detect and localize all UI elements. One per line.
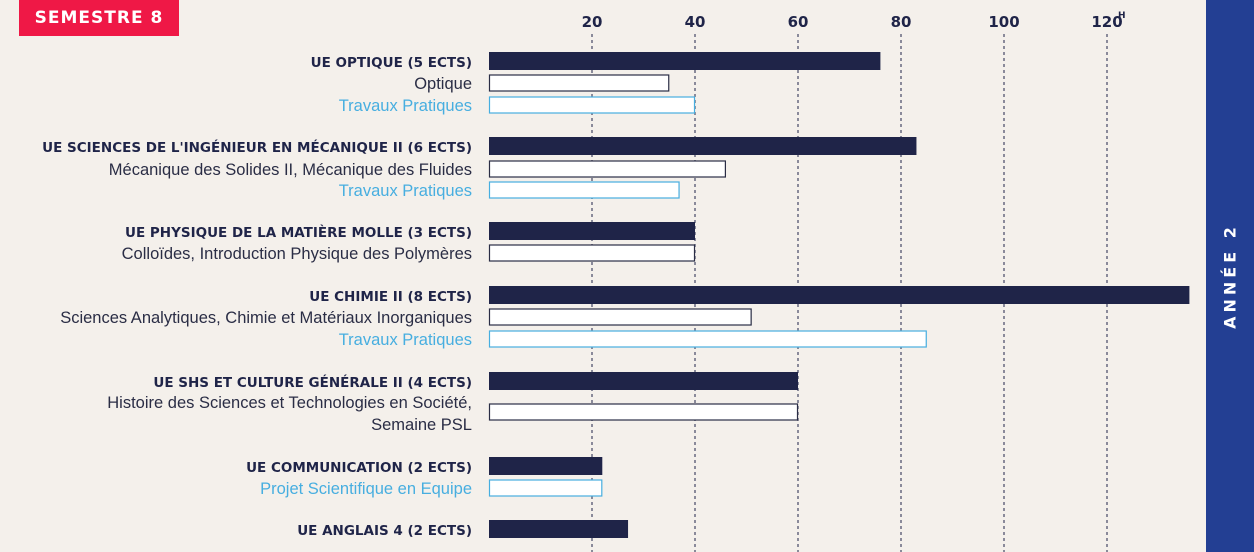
chart-row-course: Sciences Analytiques, Chimie et Matériau… — [60, 308, 752, 327]
chart-row-ue: UE SHS ET CULTURE GÉNÉRALE II (4 ECTS) — [153, 372, 798, 391]
year-label: ANNÉE 2 — [1220, 223, 1240, 329]
bar-course — [488, 74, 670, 92]
chart-row-course: Optique — [414, 74, 670, 93]
bar-tp — [488, 330, 927, 348]
chart-row-course: Mécanique des Solides II, Mécanique des … — [109, 160, 726, 179]
chart-row-ue: UE OPTIQUE (5 ECTS) — [311, 52, 881, 71]
bar-ue — [489, 372, 798, 390]
row-label: Travaux Pratiques — [339, 331, 472, 349]
row-label: Travaux Pratiques — [339, 182, 472, 200]
chart-row-tp: Travaux Pratiques — [339, 181, 680, 200]
bar-course — [488, 403, 799, 421]
row-label: Travaux Pratiques — [339, 97, 472, 115]
chart-row-tp: Projet Scientifique en Equipe — [260, 479, 603, 498]
chart-row-ue: UE ANGLAIS 4 (2 ECTS) — [297, 520, 629, 539]
chart-row-ue: UE SCIENCES DE L'INGÉNIEUR EN MÉCANIQUE … — [42, 137, 917, 156]
row-label: UE CHIMIE II (8 ECTS) — [309, 289, 472, 305]
row-label: Semaine PSL — [371, 416, 472, 434]
bar-course — [488, 160, 726, 178]
row-label: UE SHS ET CULTURE GÉNÉRALE II (4 ECTS) — [153, 374, 472, 391]
x-tick-label: 20 — [582, 13, 603, 31]
x-tick-label: 80 — [891, 13, 912, 31]
year-side-band — [1206, 0, 1254, 552]
chart-row-ue: UE PHYSIQUE DE LA MATIÈRE MOLLE (3 ECTS) — [125, 222, 695, 241]
row-label: Optique — [414, 75, 472, 93]
bar-ue — [489, 520, 629, 538]
chart-row-ue: UE CHIMIE II (8 ECTS) — [309, 286, 1190, 305]
chart-row-course: Colloïdes, Introduction Physique des Pol… — [122, 244, 696, 263]
x-tick-label: 60 — [788, 13, 809, 31]
bar-course — [488, 244, 696, 262]
x-tick-label: 40 — [685, 13, 706, 31]
row-label: UE SCIENCES DE L'INGÉNIEUR EN MÉCANIQUE … — [42, 139, 472, 156]
x-tick-label: 120 — [1091, 13, 1122, 31]
row-label: Sciences Analytiques, Chimie et Matériau… — [60, 309, 472, 327]
bar-ue — [489, 137, 917, 155]
semester-label: SEMESTRE 8 — [34, 8, 164, 28]
row-label: UE ANGLAIS 4 (2 ECTS) — [297, 523, 472, 539]
bar-tp — [488, 181, 680, 199]
chart-row-tp: Travaux Pratiques — [339, 330, 927, 349]
x-tick-label: 100 — [988, 13, 1019, 31]
chart-row-tp: Travaux Pratiques — [339, 96, 696, 115]
bar-ue — [489, 457, 603, 475]
semester-badge: SEMESTRE 8 — [19, 0, 179, 36]
bar-ue — [489, 286, 1190, 304]
row-label: Colloïdes, Introduction Physique des Pol… — [122, 245, 472, 263]
chart-row-course: Histoire des Sciences et Technologies en… — [107, 394, 799, 434]
row-label: UE COMMUNICATION (2 ECTS) — [246, 460, 472, 476]
bar-course — [488, 308, 752, 326]
bar-ue — [489, 222, 695, 240]
row-label: UE OPTIQUE (5 ECTS) — [311, 55, 472, 71]
x-unit-label: H — [1118, 11, 1126, 21]
bar-ue — [489, 52, 881, 70]
row-label: Projet Scientifique en Equipe — [260, 480, 472, 498]
row-label: Histoire des Sciences et Technologies en… — [107, 394, 472, 412]
bar-tp — [488, 96, 696, 114]
chart-row-ue: UE COMMUNICATION (2 ECTS) — [246, 457, 603, 476]
bar-tp — [488, 479, 603, 497]
row-label: Mécanique des Solides II, Mécanique des … — [109, 161, 472, 179]
chart-rows: UE OPTIQUE (5 ECTS) Optique Travaux Pratiq… — [42, 52, 1190, 539]
row-label: UE PHYSIQUE DE LA MATIÈRE MOLLE (3 ECTS) — [125, 224, 472, 241]
